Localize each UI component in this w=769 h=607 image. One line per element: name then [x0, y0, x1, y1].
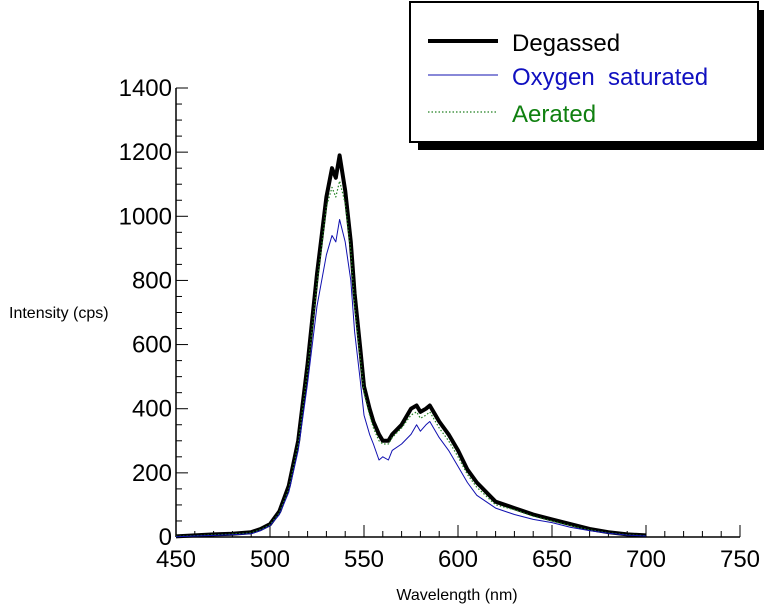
y-tick-label: 600: [132, 332, 172, 359]
y-tick-label: 0: [159, 524, 172, 551]
y-tick-label: 400: [132, 396, 172, 423]
x-tick-label: 550: [344, 546, 384, 573]
x-tick-label: 450: [156, 546, 196, 573]
y-axis-label: Intensity (cps): [9, 305, 109, 322]
y-tick-label: 1200: [119, 139, 172, 166]
x-axis-label: Wavelength (nm): [396, 587, 517, 604]
legend-label-degassed: Degassed: [512, 30, 620, 57]
series-lines: [175, 153, 647, 539]
y-tick-label: 800: [132, 267, 172, 294]
x-tick-label: 650: [532, 546, 572, 573]
x-tick-label: 500: [250, 546, 290, 573]
x-tick-label: 750: [720, 546, 760, 573]
axes: [175, 87, 741, 538]
series-line-oxygen-saturated: [175, 219, 647, 538]
x-tick-label: 600: [438, 546, 478, 573]
y-tick-label: 200: [132, 460, 172, 487]
legend-box: [409, 1, 759, 143]
series-line-degassed: [175, 153, 647, 539]
legend: Degassed Oxygen saturated Aerated: [409, 1, 764, 150]
series-line-aerated: [175, 180, 647, 537]
x-tick-label: 700: [626, 546, 666, 573]
legend-label-aerated: Aerated: [512, 101, 596, 128]
y-tick-label: 1000: [119, 203, 172, 230]
legend-label-oxygen-saturated: Oxygen saturated: [512, 64, 708, 91]
y-tick-label: 1400: [119, 75, 172, 102]
tick-labels: 450 500 550 600 650 700 750 0 200 400 600 800 1000 12…: [119, 75, 760, 573]
